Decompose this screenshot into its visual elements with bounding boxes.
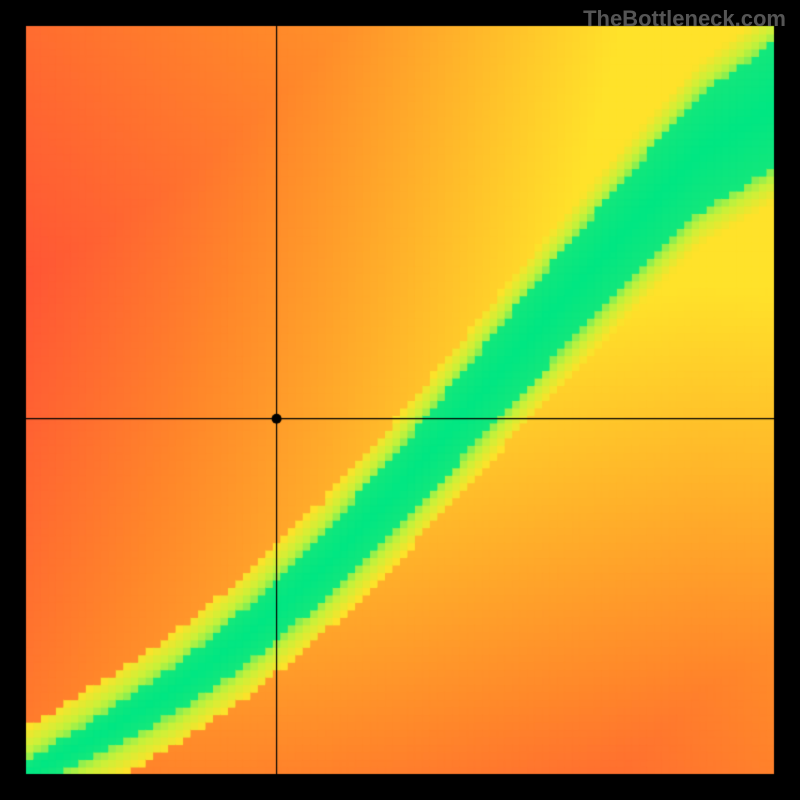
watermark-text: TheBottleneck.com <box>583 6 786 32</box>
chart-container: TheBottleneck.com <box>0 0 800 800</box>
bottleneck-heatmap <box>0 0 800 800</box>
